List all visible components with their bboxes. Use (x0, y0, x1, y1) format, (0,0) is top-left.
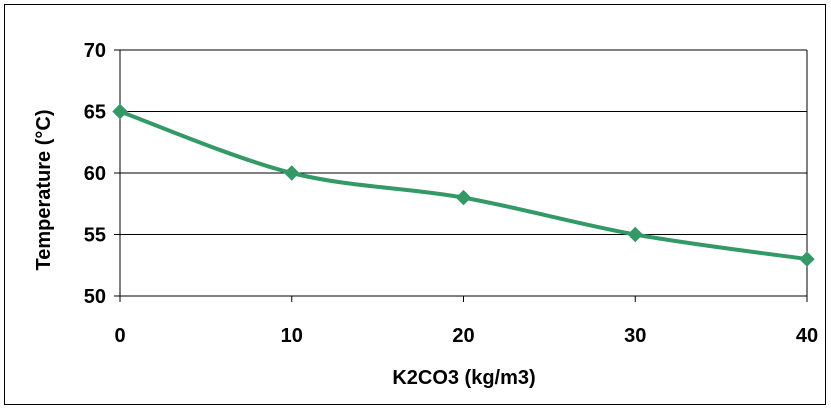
x-tick-label: 40 (796, 325, 818, 347)
data-point-marker (799, 251, 815, 267)
y-tick-label: 65 (84, 102, 106, 124)
y-tick-label: 55 (84, 225, 106, 247)
y-axis-title: Temperature (°C) (33, 110, 55, 271)
data-point-marker (455, 189, 472, 206)
data-point-marker (284, 165, 300, 181)
x-tick-label: 30 (624, 325, 646, 347)
y-tick-label: 60 (84, 163, 106, 185)
x-axis-title: K2CO3 (kg/m3) (392, 367, 535, 389)
y-tick-label: 50 (84, 286, 106, 308)
series-line-0 (119, 109, 808, 262)
x-tick-labels: 0 10 20 30 40 (114, 325, 818, 347)
y-tick-label: 70 (84, 40, 106, 62)
data-point-marker (627, 226, 643, 243)
y-tick-labels: 50 55 60 65 70 (84, 40, 106, 308)
gridlines (120, 49, 807, 235)
data-point-marker (112, 103, 128, 120)
x-tick-label: 10 (281, 325, 303, 347)
series-group (112, 103, 815, 267)
x-tick-label: 0 (114, 325, 125, 347)
x-tick-label: 20 (452, 325, 474, 347)
axes (114, 49, 808, 302)
chart-frame (4, 4, 826, 405)
